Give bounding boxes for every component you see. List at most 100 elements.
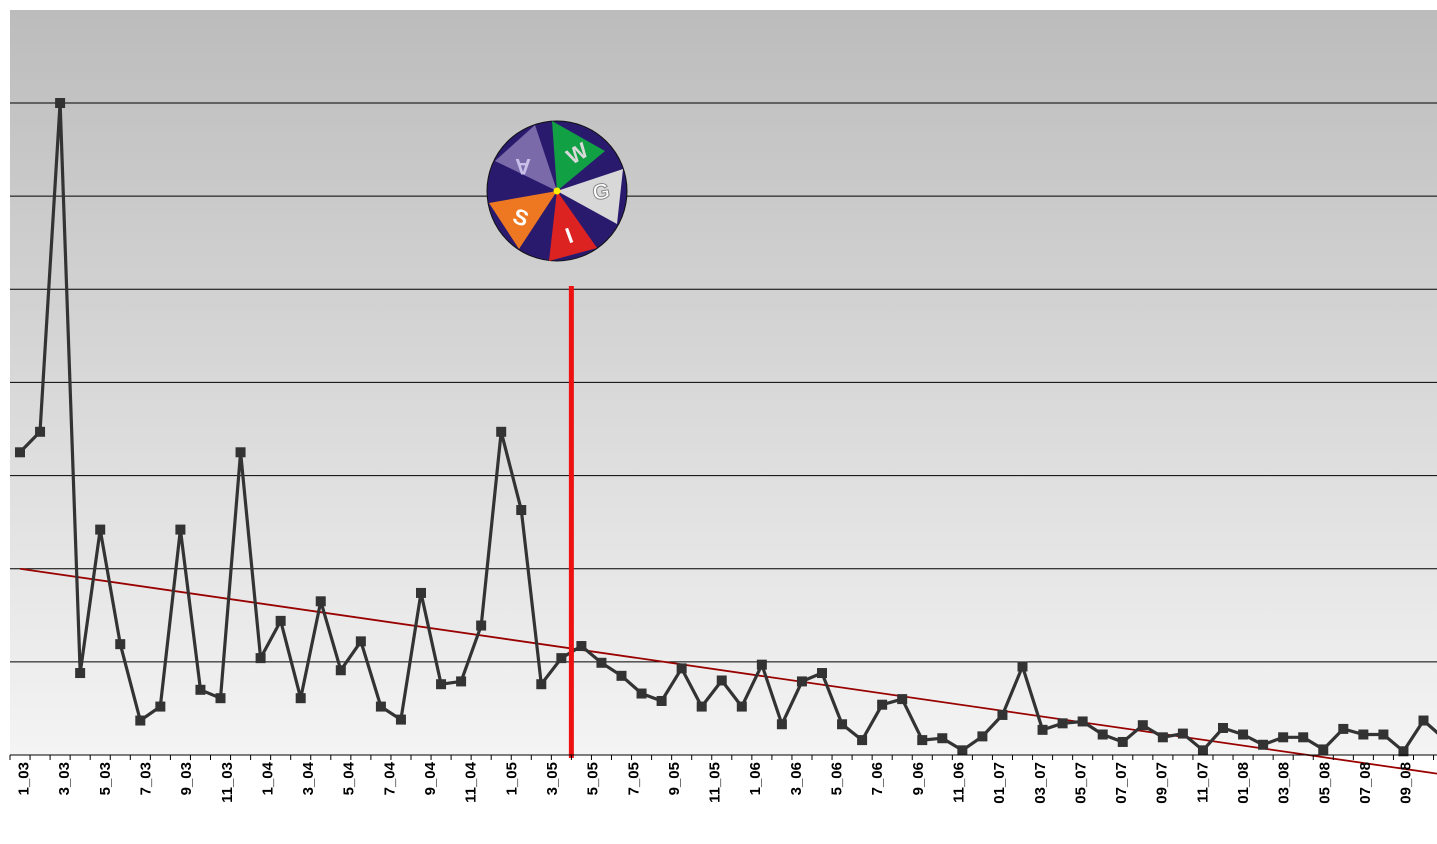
data-point xyxy=(556,653,567,664)
x-tick-label: 11_03 xyxy=(219,762,236,803)
data-point xyxy=(576,641,587,652)
data-point xyxy=(937,733,948,744)
data-point xyxy=(1037,724,1048,735)
x-tick-label: 1_05 xyxy=(503,762,520,795)
data-point xyxy=(1137,720,1148,731)
data-point xyxy=(817,668,827,679)
data-point xyxy=(416,587,426,598)
x-tick-label: 05_07 xyxy=(1072,762,1089,804)
x-tick-label: 01_07 xyxy=(991,762,1008,804)
data-point xyxy=(1057,718,1068,729)
data-point xyxy=(696,701,707,712)
logo-wedge-orange xyxy=(489,191,557,249)
data-point xyxy=(476,620,487,631)
data-point xyxy=(857,735,868,746)
logo-center-dot xyxy=(553,187,561,195)
data-point xyxy=(436,679,447,690)
data-point xyxy=(275,615,286,626)
data-point xyxy=(395,714,406,725)
data-point xyxy=(175,524,186,535)
data-point xyxy=(756,659,767,670)
data-point xyxy=(255,653,266,664)
x-axis: 1_03 3_03 5_03 7_03 9_03 11_03 1_04 3_04 5_04 7_0… xyxy=(9,754,1437,804)
data-point xyxy=(897,694,908,705)
data-point xyxy=(596,657,607,668)
data-point xyxy=(1177,728,1188,739)
data-point xyxy=(616,670,627,681)
series-line xyxy=(18,101,1437,753)
x-tick-label: 03_07 xyxy=(1032,762,1049,804)
data-point xyxy=(536,679,547,690)
data-point xyxy=(676,663,687,674)
x-tick-label: 9_03 xyxy=(178,762,195,795)
data-point xyxy=(15,447,25,458)
x-tick-label: 3_05 xyxy=(544,762,561,795)
data-point xyxy=(977,731,988,742)
x-tick-label: 03_08 xyxy=(1276,762,1293,804)
x-tick-label: 7_04 xyxy=(381,761,398,795)
x-tick-label: 07_07 xyxy=(1113,762,1130,804)
data-point xyxy=(375,701,386,712)
gridlines xyxy=(10,102,1437,663)
x-tick-label: 7_05 xyxy=(625,762,642,795)
wgisa-logo: W G I S A xyxy=(486,120,628,262)
data-point xyxy=(636,688,647,699)
logo-letter-a: A xyxy=(515,154,531,179)
x-tick-label: 3_06 xyxy=(788,762,805,795)
data-point xyxy=(215,693,226,704)
data-point xyxy=(716,675,727,686)
data-point xyxy=(917,735,928,746)
x-tick-label: 3_03 xyxy=(56,762,73,795)
data-point xyxy=(1077,716,1088,727)
x-tick-label: 1_04 xyxy=(259,761,276,795)
data-point xyxy=(1097,729,1108,740)
x-tick-label: 1_03 xyxy=(16,762,33,795)
data-point xyxy=(1358,729,1369,740)
data-point xyxy=(1258,739,1269,750)
data-point xyxy=(957,745,968,756)
data-point xyxy=(1197,745,1208,756)
x-tick-label: 7_06 xyxy=(869,762,886,795)
data-point xyxy=(35,426,46,437)
logo-letter-g: G xyxy=(590,178,611,206)
data-point xyxy=(776,719,787,730)
data-point xyxy=(1298,732,1309,743)
data-point xyxy=(115,639,126,650)
x-tick-label: 9_06 xyxy=(910,762,927,795)
data-point xyxy=(656,695,667,706)
data-point xyxy=(997,709,1008,720)
data-point xyxy=(1418,715,1429,726)
data-point xyxy=(95,524,106,535)
data-point xyxy=(55,98,66,108)
logo-wedge-white xyxy=(557,169,623,224)
logo-wedge-red xyxy=(549,191,597,261)
x-tick-label: 7_03 xyxy=(137,762,154,795)
data-point xyxy=(1318,744,1329,755)
data-point xyxy=(1398,746,1409,757)
data-point xyxy=(1338,723,1349,734)
x-tick-label: 09_08 xyxy=(1398,762,1415,804)
data-point xyxy=(1218,722,1228,733)
data-point xyxy=(295,693,306,704)
x-tick-label: 5_04 xyxy=(341,761,358,795)
data-point xyxy=(877,699,888,710)
data-point xyxy=(155,701,166,712)
data-point xyxy=(1017,661,1028,672)
data-point xyxy=(1278,732,1289,743)
x-tick-label: 01_08 xyxy=(1235,762,1252,804)
x-tick-label: 9_04 xyxy=(422,761,439,795)
x-tick-label: 11_07 xyxy=(1194,762,1211,803)
x-tick-label: 05_08 xyxy=(1316,762,1333,804)
data-point xyxy=(1238,729,1249,740)
data-point xyxy=(235,447,246,458)
data-point xyxy=(1378,729,1389,740)
x-tick-label: 1_06 xyxy=(747,762,764,795)
data-point xyxy=(75,668,86,679)
data-point xyxy=(1157,732,1168,743)
x-tick-label: 07_08 xyxy=(1357,762,1374,804)
data-point xyxy=(837,719,848,730)
x-tick-label: 3_04 xyxy=(300,761,317,795)
data-point xyxy=(355,636,366,647)
